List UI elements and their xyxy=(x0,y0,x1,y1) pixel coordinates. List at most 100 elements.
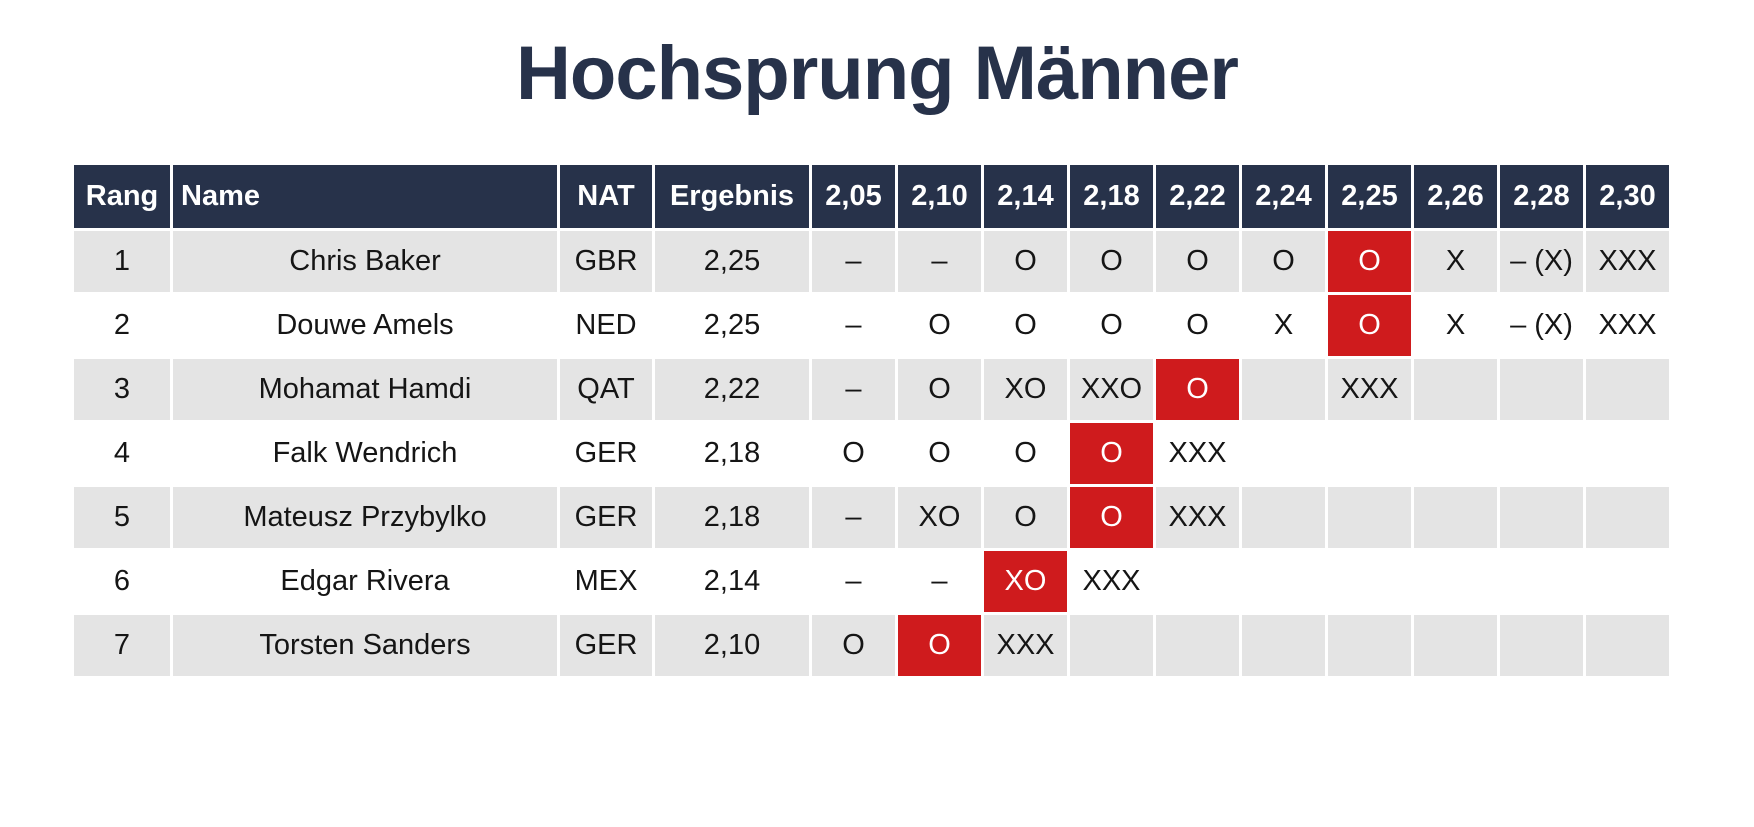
attempt-cell xyxy=(1242,423,1325,484)
attempt-cell xyxy=(1156,615,1239,676)
attempt-cell: O xyxy=(984,231,1067,292)
result-cell: 2,10 xyxy=(655,615,809,676)
attempt-cell xyxy=(1500,615,1583,676)
header-nat: NAT xyxy=(560,165,652,228)
attempt-cell: – xyxy=(812,295,895,356)
attempt-cell: O xyxy=(1156,231,1239,292)
header-height: 2,30 xyxy=(1586,165,1669,228)
attempt-cell xyxy=(1586,359,1669,420)
attempt-cell xyxy=(1500,551,1583,612)
attempt-cell: – xyxy=(812,231,895,292)
attempt-cell xyxy=(1586,487,1669,548)
attempt-cell xyxy=(1242,615,1325,676)
result-cell: 2,25 xyxy=(655,295,809,356)
best-height-cell: O xyxy=(1070,487,1153,548)
header-height: 2,25 xyxy=(1328,165,1411,228)
result-cell: 2,18 xyxy=(655,487,809,548)
attempt-cell: – (X) xyxy=(1500,231,1583,292)
best-height-cell: XO xyxy=(984,551,1067,612)
attempt-cell: XXX xyxy=(1070,551,1153,612)
athlete-name: Torsten Sanders xyxy=(173,615,557,676)
table-body: 1 Chris Baker GBR 2,25– – O O O O O X – (X) XXX 2 Douw… xyxy=(74,231,1669,676)
attempt-cell: XXX xyxy=(1586,231,1669,292)
best-height-cell: O xyxy=(1156,359,1239,420)
attempt-cell xyxy=(1242,487,1325,548)
attempt-cell: XXX xyxy=(1156,423,1239,484)
athlete-name: Edgar Rivera xyxy=(173,551,557,612)
rank-cell: 2 xyxy=(74,295,170,356)
rank-cell: 7 xyxy=(74,615,170,676)
attempt-cell xyxy=(1328,551,1411,612)
attempt-cell: – xyxy=(898,551,981,612)
rank-cell: 3 xyxy=(74,359,170,420)
attempt-cell: – xyxy=(812,487,895,548)
table-row: 5 Mateusz Przybylko GER 2,18– XO O O XXX xyxy=(74,487,1669,548)
header-height: 2,26 xyxy=(1414,165,1497,228)
attempt-cell xyxy=(1328,423,1411,484)
attempt-cell: O xyxy=(984,295,1067,356)
attempt-cell xyxy=(1586,615,1669,676)
attempt-cell: X xyxy=(1242,295,1325,356)
attempt-cell xyxy=(1328,487,1411,548)
nation-cell: GBR xyxy=(560,231,652,292)
table-row: 6 Edgar Rivera MEX 2,14– – XO XXX xyxy=(74,551,1669,612)
best-height-cell: O xyxy=(1328,231,1411,292)
attempt-cell: – xyxy=(898,231,981,292)
attempt-cell: – xyxy=(812,359,895,420)
athlete-name: Mateusz Przybylko xyxy=(173,487,557,548)
attempt-cell xyxy=(1500,359,1583,420)
nation-cell: NED xyxy=(560,295,652,356)
attempt-cell xyxy=(1414,551,1497,612)
attempt-cell: O xyxy=(1070,231,1153,292)
attempt-cell xyxy=(1156,551,1239,612)
attempt-cell xyxy=(1070,615,1153,676)
nation-cell: GER xyxy=(560,423,652,484)
attempt-cell: O xyxy=(812,423,895,484)
page-title: Hochsprung Männer xyxy=(516,31,1239,116)
header-height: 2,14 xyxy=(984,165,1067,228)
attempt-cell: O xyxy=(984,423,1067,484)
header-name: Name xyxy=(173,165,557,228)
header-rang: Rang xyxy=(74,165,170,228)
attempt-cell: XXX xyxy=(1156,487,1239,548)
attempt-cell xyxy=(1242,359,1325,420)
attempt-cell: XO xyxy=(984,359,1067,420)
rank-cell: 5 xyxy=(74,487,170,548)
attempt-cell: XXO xyxy=(1070,359,1153,420)
rank-cell: 6 xyxy=(74,551,170,612)
attempt-cell xyxy=(1586,423,1669,484)
nation-cell: MEX xyxy=(560,551,652,612)
header-height: 2,22 xyxy=(1156,165,1239,228)
attempt-cell: XXX xyxy=(984,615,1067,676)
header-height: 2,05 xyxy=(812,165,895,228)
result-cell: 2,25 xyxy=(655,231,809,292)
table-row: 1 Chris Baker GBR 2,25– – O O O O O X – (X) XXX xyxy=(74,231,1669,292)
header-ergebnis: Ergebnis xyxy=(655,165,809,228)
attempt-cell: X xyxy=(1414,231,1497,292)
attempt-cell: XO xyxy=(898,487,981,548)
attempt-cell: O xyxy=(898,359,981,420)
attempt-cell xyxy=(1414,615,1497,676)
table-row: 2 Douwe Amels NED 2,25– O O O O X O X – (X) XXX xyxy=(74,295,1669,356)
result-cell: 2,18 xyxy=(655,423,809,484)
table-row: 3 Mohamat Hamdi QAT 2,22– O XO XXO O XXX xyxy=(74,359,1669,420)
best-height-cell: O xyxy=(898,615,981,676)
athlete-name: Mohamat Hamdi xyxy=(173,359,557,420)
header-height: 2,18 xyxy=(1070,165,1153,228)
athlete-name: Chris Baker xyxy=(173,231,557,292)
attempt-cell: O xyxy=(812,615,895,676)
attempt-cell xyxy=(1586,551,1669,612)
attempt-cell: X xyxy=(1414,295,1497,356)
attempt-cell: XXX xyxy=(1586,295,1669,356)
attempt-cell: O xyxy=(1156,295,1239,356)
attempt-cell: O xyxy=(898,295,981,356)
athlete-name: Falk Wendrich xyxy=(173,423,557,484)
attempt-cell xyxy=(1500,423,1583,484)
attempt-cell: XXX xyxy=(1328,359,1411,420)
rank-cell: 1 xyxy=(74,231,170,292)
nation-cell: QAT xyxy=(560,359,652,420)
nation-cell: GER xyxy=(560,615,652,676)
attempt-cell: O xyxy=(898,423,981,484)
attempt-cell xyxy=(1414,423,1497,484)
nation-cell: GER xyxy=(560,487,652,548)
